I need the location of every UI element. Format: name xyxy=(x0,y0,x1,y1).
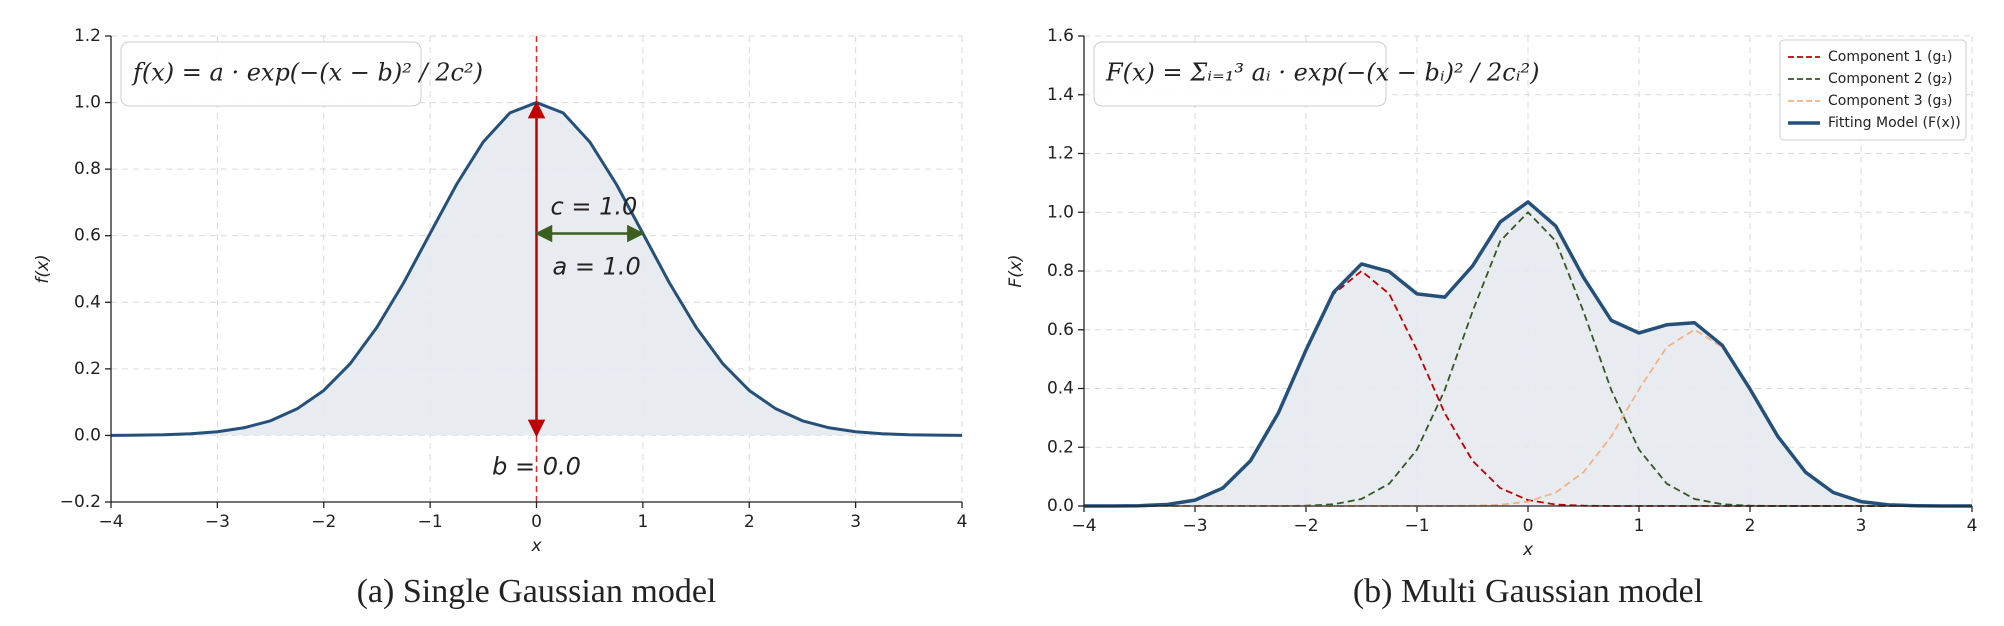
legend-label: Component 1 (g₁) xyxy=(1828,49,1953,65)
x-tick-label: 4 xyxy=(957,512,968,532)
y-tick-label: 0.8 xyxy=(74,159,101,179)
y-tick-label: 0.6 xyxy=(74,226,101,246)
x-tick-label: −1 xyxy=(418,512,443,532)
x-tick-label: 1 xyxy=(1634,516,1645,536)
chart: −4 −3 −2 −1 0 1 2 3 4 −0.2 0.0 0.2 0.4 0.6 0.8 1.0 1.2 c … xyxy=(33,26,967,610)
y-tick-label: 0.2 xyxy=(74,359,101,379)
formula: F(x) = Σᵢ₌₁³ aᵢ · exp(−(x − bᵢ)² / 2cᵢ²) xyxy=(1105,59,1540,87)
y-tick-label: 0.4 xyxy=(74,292,101,312)
y-axis-label: F(x) xyxy=(1006,254,1026,287)
amplitude-label: a = 1.0 xyxy=(553,253,641,281)
y-tick-label: 1.4 xyxy=(1047,85,1074,105)
y-tick-label: 1.0 xyxy=(1047,202,1074,222)
x-tick-label: 0 xyxy=(531,512,542,532)
x-tick-label: −1 xyxy=(1404,516,1429,536)
formula-box xyxy=(1093,41,1387,107)
x-tick-label: −3 xyxy=(205,512,230,532)
legend-box xyxy=(1779,39,1967,141)
caption: (a) Single Gaussian model xyxy=(357,573,717,610)
x-tick-label: 2 xyxy=(744,512,755,532)
formula-box xyxy=(120,41,422,107)
x-tick-label: −2 xyxy=(1293,516,1318,536)
legend-label: Fitting Model (F(x)) xyxy=(1828,115,1961,131)
legend-label: Component 3 (g₃) xyxy=(1828,93,1953,109)
y-tick-label: 0.4 xyxy=(1047,379,1074,399)
x-tick-label: −4 xyxy=(98,512,123,532)
x-tick-label: −3 xyxy=(1182,516,1207,536)
y-tick-label: 1.2 xyxy=(74,26,101,46)
center-label: b = 0.0 xyxy=(492,452,581,480)
y-tick-label: −0.2 xyxy=(60,492,101,512)
chart: −4 −3 −2 −1 0 1 2 3 4 0.0 0.2 0.4 0.6 0.8 1.0 1.2 1.4 1.6… xyxy=(1006,26,1977,610)
y-tick-label: 1.6 xyxy=(1047,26,1074,46)
x-tick-label: 3 xyxy=(850,512,861,532)
legend-label: Component 2 (g₂) xyxy=(1828,71,1953,87)
formula: f(x) = a · exp(−(x − b)² / 2c²) xyxy=(131,59,483,87)
y-tick-label: 0.0 xyxy=(1047,496,1074,516)
caption: (b) Multi Gaussian model xyxy=(1353,573,1703,610)
x-tick-label: 1 xyxy=(637,512,648,532)
x-tick-label: −4 xyxy=(1071,516,1096,536)
x-axis-label: x xyxy=(1522,540,1534,560)
area xyxy=(1084,201,1972,506)
y-axis-label: f(x) xyxy=(33,254,53,283)
y-tick-label: 1.0 xyxy=(74,93,101,113)
x-tick-label: −2 xyxy=(311,512,336,532)
x-tick-label: 0 xyxy=(1523,516,1534,536)
x-axis-label: x xyxy=(530,536,542,556)
x-tick-label: 2 xyxy=(1745,516,1756,536)
y-tick-label: 0.8 xyxy=(1047,261,1074,281)
legend: Component 1 (g₁) Component 2 (g₂) Componen… xyxy=(1779,39,1967,141)
y-tick-label: 0.6 xyxy=(1047,320,1074,340)
y-tick-label: 0.2 xyxy=(1047,437,1074,457)
series-line xyxy=(1084,200,1972,508)
x-tick-label: 3 xyxy=(1856,516,1867,536)
width-label: c = 1.0 xyxy=(551,193,638,221)
y-tick-label: 0.0 xyxy=(74,425,101,445)
x-tick-label: 4 xyxy=(1967,516,1978,536)
y-tick-label: 1.2 xyxy=(1047,144,1074,164)
